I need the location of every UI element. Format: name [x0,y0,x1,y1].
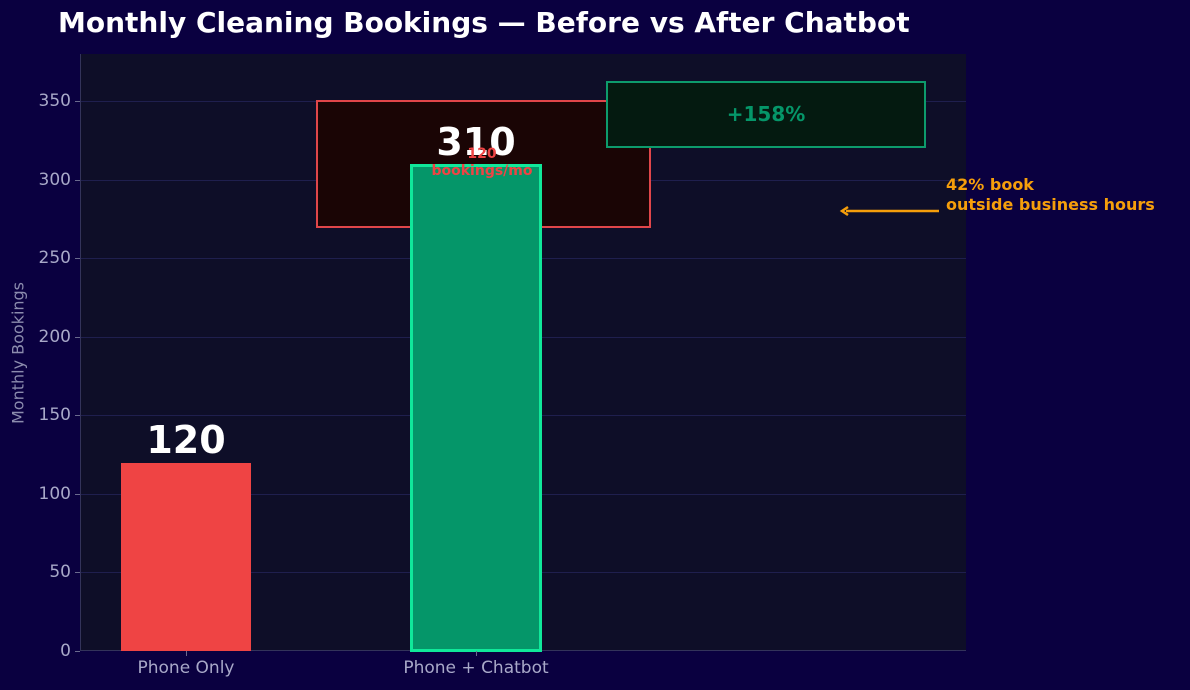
arrow-left-icon [839,205,939,217]
annotation-line-1: 42% book [946,175,1034,194]
x-tick-mark [186,651,187,656]
y-tick-mark [75,651,80,652]
x-tick-mark [476,651,477,656]
y-tick-250: 250 [38,248,71,268]
y-tick-mark [75,258,80,259]
after-hours-annotation: 42% book outside business hours [946,175,1155,215]
y-tick-50: 50 [49,562,71,582]
annotation-line-2: outside business hours [946,195,1155,214]
bar-phone-only [121,463,251,651]
y-tick-100: 100 [38,484,71,504]
bar-value-phone-chatbot: 310 [436,120,516,164]
increase-percent-label: +158% [726,102,806,126]
y-tick-300: 300 [38,170,71,190]
y-tick-0: 0 [60,641,71,661]
chart-title: Monthly Cleaning Bookings — Before vs Af… [58,6,910,39]
y-tick-mark [75,180,80,181]
x-tick-phone-only: Phone Only [137,658,235,678]
y-tick-mark [75,494,80,495]
before-value-note: 120 bookings/mo [431,146,532,180]
bar-phone-chatbot [410,164,542,652]
y-tick-200: 200 [38,327,71,347]
y-tick-350: 350 [38,91,71,111]
y-tick-mark [75,415,80,416]
y-tick-150: 150 [38,405,71,425]
x-tick-phone-chatbot: Phone + Chatbot [403,658,549,678]
y-tick-mark [75,337,80,338]
y-tick-mark [75,572,80,573]
increase-box [606,81,926,148]
before-unit: bookings/mo [431,163,533,179]
y-tick-mark [75,101,80,102]
bar-value-phone-only: 120 [146,418,226,462]
before-value: 120 [467,146,497,162]
y-axis-label: Monthly Bookings [8,281,28,425]
